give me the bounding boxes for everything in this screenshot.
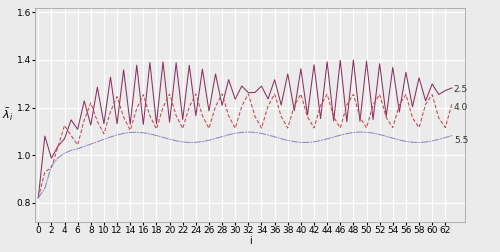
- X-axis label: i: i: [248, 236, 252, 246]
- Text: 2.5: 2.5: [454, 85, 468, 94]
- Text: 5.5: 5.5: [454, 136, 468, 145]
- Text: 4.0: 4.0: [454, 103, 468, 112]
- Y-axis label: $\bar{\lambda}_i$: $\bar{\lambda}_i$: [2, 107, 14, 123]
